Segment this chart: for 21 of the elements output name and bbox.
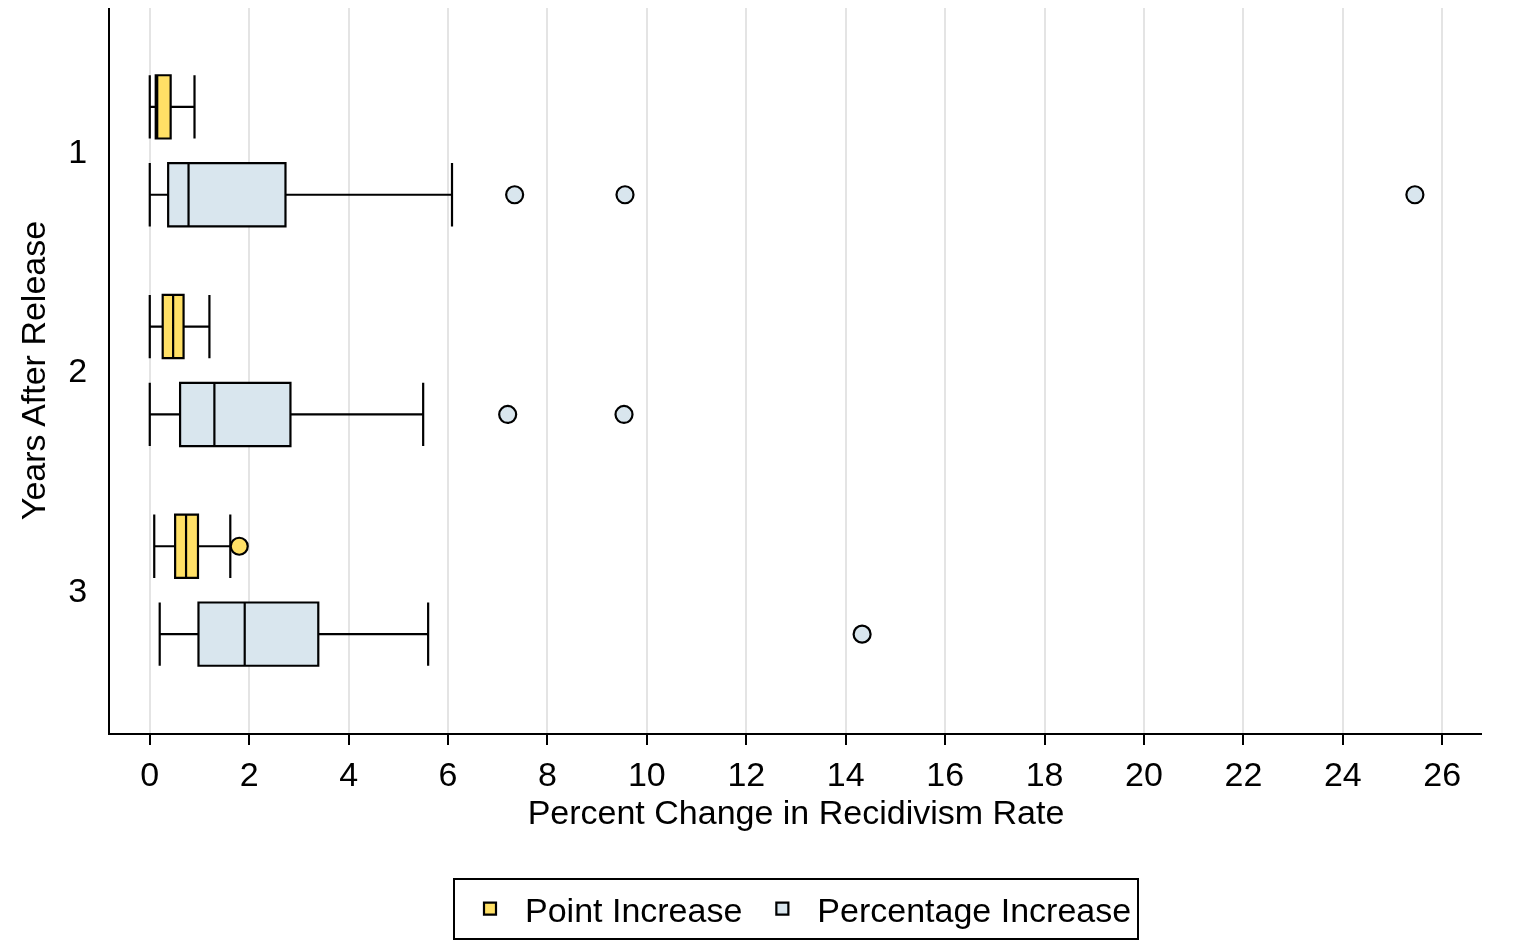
x-axis-title: Percent Change in Recidivism Rate (527, 792, 1065, 831)
y-tick-label: 1 (68, 131, 88, 170)
x-tick-label: 26 (1423, 754, 1462, 793)
x-tick-label: 2 (239, 754, 259, 793)
x-tick-label: 18 (1025, 754, 1064, 793)
x-tick-label: 6 (438, 754, 458, 793)
x-tick-label: 8 (537, 754, 557, 793)
x-tick-label: 16 (926, 754, 965, 793)
x-tick-label: 22 (1224, 754, 1263, 793)
legend-label: Point Increase (525, 890, 743, 929)
x-tick-label: 14 (826, 754, 865, 793)
x-tick-label: 10 (627, 754, 666, 793)
x-tick-label: 24 (1323, 754, 1362, 793)
x-tick-label: 20 (1125, 754, 1163, 793)
x-tick-label: 4 (339, 754, 359, 793)
x-tick-label: 12 (727, 754, 766, 793)
y-tick-label: 2 (68, 351, 88, 390)
legend-label: Percentage Increase (817, 890, 1132, 929)
x-tick-label: 0 (140, 754, 160, 793)
y-tick-label: 3 (68, 571, 88, 610)
y-axis-title: Years After Release (14, 220, 53, 521)
